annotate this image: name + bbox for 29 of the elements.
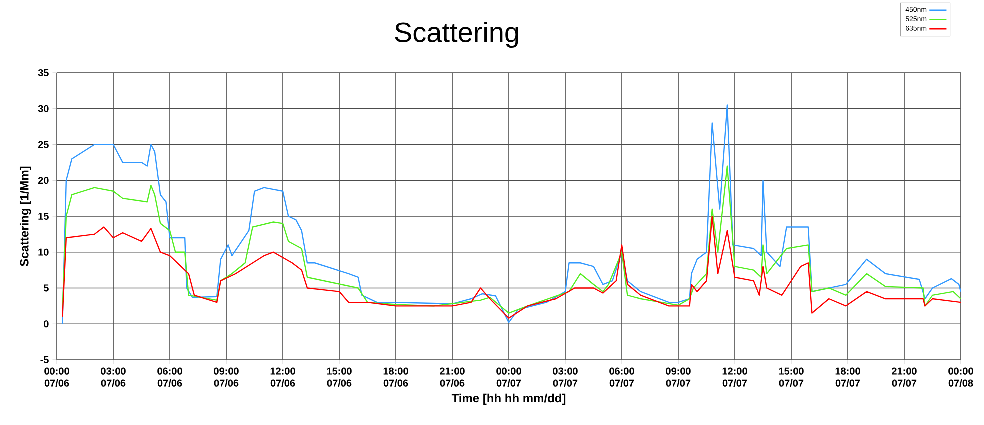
x-tick-label: 18:00 07/07 [836, 368, 860, 387]
x-tick-label: 18:00 07/06 [384, 368, 408, 387]
x-tick-label: 00:00 07/06 [44, 368, 70, 387]
x-tick-label: 12:00 07/07 [722, 368, 748, 387]
x-tick-label: 15:00 07/07 [779, 368, 804, 387]
y-tick-label: 30 [38, 105, 49, 112]
y-tick-label: 35 [38, 69, 49, 77]
x-tick-label: 09:00 07/06 [214, 368, 239, 387]
y-tick-label: -5 [40, 356, 49, 364]
x-axis-title: Time [hh hh mm/dd] [452, 394, 566, 406]
x-tick-label: 21:00 07/06 [440, 368, 465, 387]
x-tick-label: 15:00 07/06 [327, 368, 352, 387]
y-axis-title: Scattering [1/Mm] [20, 166, 32, 266]
y-tick-label: 0 [44, 320, 49, 328]
x-tick-label: 03:00 07/06 [101, 368, 126, 387]
x-tick-label: 03:00 07/07 [553, 368, 578, 387]
x-tick-label: 06:00 07/06 [158, 368, 182, 387]
x-tick-label: 12:00 07/06 [270, 368, 296, 387]
y-tick-label: 15 [38, 212, 49, 220]
y-tick-label: 25 [38, 141, 49, 148]
chart-title: Scattering [395, 22, 518, 48]
y-tick-label: 20 [38, 177, 49, 184]
y-tick-label: 5 [44, 284, 49, 292]
x-tick-label: 00:00 07/07 [496, 368, 522, 387]
x-tick-label: 00:00 07/08 [948, 368, 974, 387]
y-tick-label: 10 [38, 248, 49, 256]
x-tick-label: 21:00 07/07 [892, 368, 917, 387]
x-tick-label: 09:00 07/07 [666, 368, 691, 387]
x-tick-label: 06:00 07/07 [610, 368, 634, 387]
